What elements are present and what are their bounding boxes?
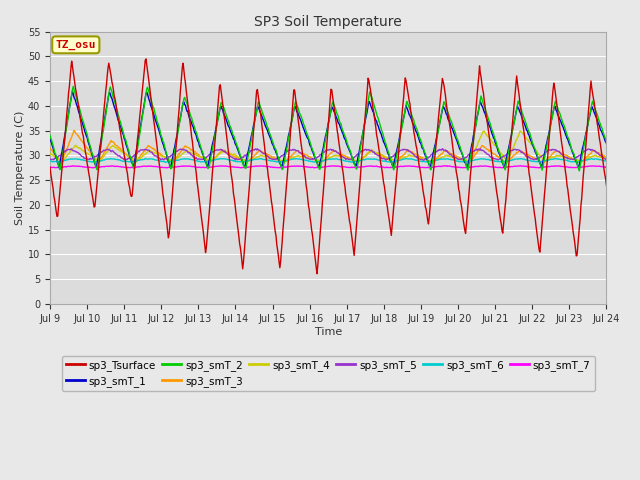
- Text: TZ_osu: TZ_osu: [56, 40, 96, 50]
- Title: SP3 Soil Temperature: SP3 Soil Temperature: [254, 15, 402, 29]
- Y-axis label: Soil Temperature (C): Soil Temperature (C): [15, 110, 25, 225]
- X-axis label: Time: Time: [315, 326, 342, 336]
- Legend: sp3_Tsurface, sp3_smT_1, sp3_smT_2, sp3_smT_3, sp3_smT_4, sp3_smT_5, sp3_smT_6, : sp3_Tsurface, sp3_smT_1, sp3_smT_2, sp3_…: [61, 356, 595, 391]
